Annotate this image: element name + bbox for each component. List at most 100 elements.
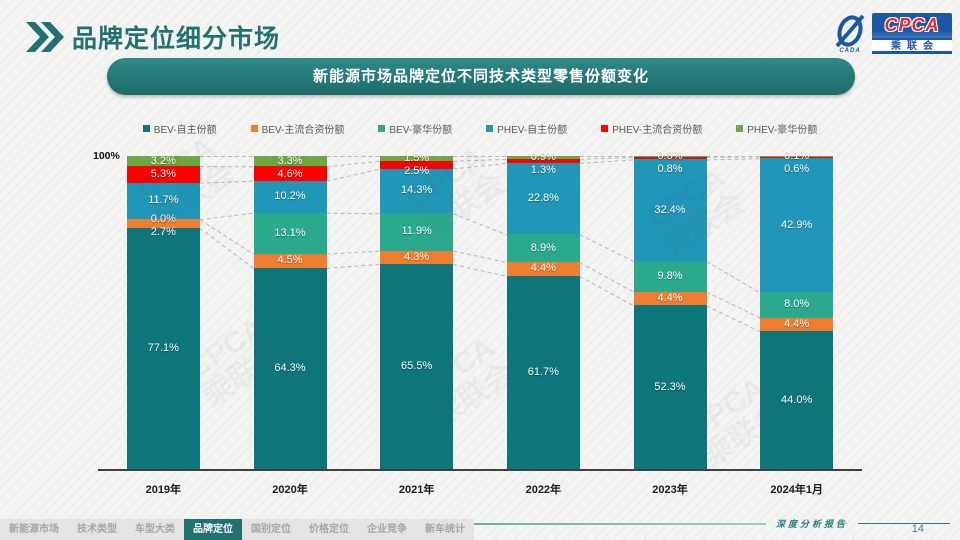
bar-segment	[506, 158, 580, 163]
footer-nav-item-技术类型[interactable]: 技术类型	[77, 524, 117, 535]
legend-swatch-icon	[250, 125, 258, 132]
bar-value-label: 64.3%	[274, 361, 306, 374]
bar-segment	[253, 166, 327, 181]
bar-segment	[253, 267, 327, 469]
bar-value-label: 1.3%	[530, 164, 556, 177]
bar-segment	[633, 260, 707, 292]
legend-label: PHEV-主流合资份额	[612, 125, 703, 136]
x-axis-label: 2023年	[652, 484, 688, 496]
bar-value-label: 0.3%	[657, 149, 683, 162]
bar-2019年: 3.2% 5.3% 11.7% 0.0% 2.7% 77.1%	[126, 154, 200, 469]
bar-value-label: 0.8%	[657, 163, 683, 176]
bar-value-label: 2.7%	[150, 226, 176, 239]
footer-nav-item-价格定位[interactable]: 价格定位	[309, 524, 349, 535]
bar-segment	[760, 292, 834, 318]
footer-nav-item-新能源市场[interactable]: 新能源市场	[9, 524, 59, 535]
bar-segment	[506, 162, 580, 235]
bar-value-label: 4.3%	[404, 250, 430, 263]
bar-value-label: 13.1%	[274, 226, 306, 239]
bar-value-label: 61.7%	[527, 365, 559, 378]
bar-value-label: 1.5%	[404, 151, 430, 164]
legend-item: PHEV-豪华份额	[736, 121, 817, 136]
x-axis-label: 2019年	[145, 484, 182, 496]
bar-segment	[126, 219, 200, 228]
stacked-bar-chart: 3.2% 5.3% 11.7% 0.0% 2.7% 77.1% 2019年 3.3% 4.6% 1…	[100, 150, 860, 496]
legend-label: PHEV-自主份额	[497, 125, 568, 136]
legend-swatch-icon	[486, 125, 494, 132]
bar-segment	[506, 234, 580, 263]
bar-value-label: 9.8%	[657, 269, 683, 282]
bar-2020年: 3.3% 4.6% 10.2% 13.1% 4.5% 64.3%	[253, 154, 327, 469]
bar-value-label: 5.3%	[150, 168, 176, 180]
legend-label: BEV-主流合资份额	[261, 125, 345, 136]
bar-value-label: 11.7%	[148, 194, 179, 207]
bar-segment	[380, 213, 454, 251]
bar-segment	[126, 182, 200, 220]
bar-segment	[633, 159, 707, 261]
legend-item: BEV-豪华份额	[378, 121, 452, 136]
double-chevron-icon	[26, 22, 64, 52]
bar-segment	[253, 180, 327, 213]
legend-swatch-icon	[378, 125, 386, 132]
segment-connector-lines	[199, 156, 761, 333]
bar-value-label: 77.1%	[147, 341, 179, 354]
x-axis-label: 2024年1月	[770, 484, 823, 496]
bar-segment	[380, 250, 454, 264]
legend-label: BEV-自主份额	[153, 125, 217, 136]
bar-segment	[760, 331, 834, 469]
x-axis-line	[98, 469, 862, 471]
logo-sub-text: 乘联会	[872, 38, 952, 54]
legend-label: BEV-豪华份额	[389, 125, 453, 136]
legend-swatch-icon	[601, 125, 609, 132]
cpca-emblem-icon: CADA	[831, 13, 869, 54]
bar-segment	[633, 305, 707, 469]
chart-legend: BEV-自主份额 BEV-主流合资份额 BEV-豪华份额 PHEV-自主份额 PHEV-…	[60, 121, 900, 136]
bar-segment	[253, 253, 327, 268]
footer-nav-item-企业竞争[interactable]: 企业竞争	[367, 524, 407, 535]
bar-value-label: 52.3%	[654, 380, 686, 393]
x-axis-label: 2021年	[398, 484, 435, 496]
bar-segment	[253, 156, 327, 167]
legend-swatch-icon	[142, 125, 150, 132]
bar-value-label: 8.9%	[530, 241, 556, 254]
bar-segment	[380, 160, 454, 169]
footer-nav-item-品牌定位[interactable]: 品牌定位	[184, 519, 242, 540]
legend-item: PHEV-主流合资份额	[601, 121, 702, 136]
footer-nav-item-国别定位[interactable]: 国别定位	[251, 524, 291, 535]
bar-value-label: 4.4%	[530, 262, 556, 275]
footer-nav-item-新车统计[interactable]: 新车统计	[425, 524, 465, 535]
bar-value-label: 44.0%	[781, 393, 813, 406]
logo-cpca-text: CPCA	[872, 13, 952, 38]
bar-value-label: 3.3%	[277, 154, 303, 167]
bar-2024年1月: 0.1% 0.6% 42.9% 8.0% 4.4% 44.0%	[760, 150, 834, 469]
bar-value-label: 22.8%	[527, 192, 559, 205]
bar-value-label: 0.9%	[530, 150, 556, 163]
legend-item: BEV-自主份额	[142, 121, 217, 136]
bar-segment	[126, 166, 200, 183]
logo-box: CPCA 乘联会	[872, 13, 952, 54]
bar-value-label: 0.1%	[784, 149, 810, 162]
bar-segment	[253, 212, 327, 254]
bar-value-label: 4.4%	[784, 317, 810, 330]
bar-segment	[506, 275, 580, 469]
bar-value-label: 0.6%	[784, 163, 810, 176]
legend-item: BEV-主流合资份额	[250, 121, 345, 136]
bar-segment	[633, 156, 707, 157]
bar-segment	[760, 158, 834, 293]
bar-segment	[633, 156, 707, 160]
bar-value-label: 10.2%	[274, 190, 306, 203]
chart-title-banner: 新能源市场品牌定位不同技术类型零售份额变化	[107, 58, 855, 95]
report-label: 深度分析报告	[775, 519, 848, 529]
bar-2023年: 0.3% 0.8% 32.4% 9.8% 4.4% 52.3%	[633, 150, 707, 469]
footer-nav-item-车型大类[interactable]: 车型大类	[135, 524, 175, 535]
bar-2022年: 0.9% 1.3% 22.8% 8.9% 4.4% 61.7%	[506, 151, 580, 469]
footer-nav: 新能源市场 技术类型 车型大类 品牌定位 国别定位 价格定位 企业竞争 新车统计	[0, 519, 474, 540]
page-title: 品牌定位细分市场	[72, 25, 281, 53]
bar-value-label: 4.4%	[657, 291, 683, 304]
bar-value-label: 3.2%	[150, 154, 176, 167]
bar-value-label: 0.0%	[150, 212, 176, 225]
bar-segment	[506, 156, 580, 159]
bar-segment	[380, 264, 454, 469]
bar-segment	[760, 156, 834, 159]
